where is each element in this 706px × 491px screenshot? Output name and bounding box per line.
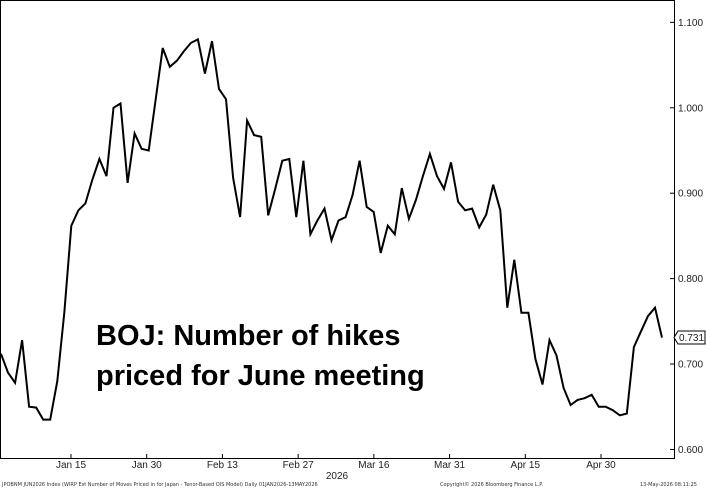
footer-source: JPOBNM JUN2026 Index (WIRP Est Number of… — [2, 482, 318, 488]
x-axis: Jan 15 Jan 30 Feb 13 Feb 27 Mar 16 Mar 31 Apr … — [56, 454, 616, 471]
plot-frame — [0, 0, 675, 459]
series-layer — [0, 37, 663, 421]
y-tick-label: 0.900 — [678, 189, 703, 200]
x-tick-label: Feb 13 — [207, 460, 239, 471]
last-value-marker: 0.731 — [673, 330, 706, 345]
y-tick-label: 0.800 — [678, 274, 703, 285]
last-value-label: 0.731 — [679, 333, 704, 344]
y-tick-label: 0.600 — [678, 445, 703, 456]
y-axis: 0.600 0.700 0.800 0.900 1.000 1.100 — [670, 18, 703, 456]
chart-title-line-1: BOJ: Number of hikes — [96, 320, 401, 352]
last-value-box — [673, 330, 706, 345]
x-tick-label: Feb 27 — [283, 460, 315, 471]
x-tick-label: Apr 15 — [511, 460, 541, 471]
x-tick-label: Jan 15 — [56, 460, 86, 471]
y-tick-label: 1.000 — [678, 103, 703, 114]
x-axis-title: 2026 — [326, 471, 349, 482]
footer-copyright: Copyright© 2026 Bloomberg Finance L.P. — [440, 482, 544, 488]
x-tick-label: Apr 30 — [586, 460, 616, 471]
series-line — [0, 37, 663, 421]
chart-title: BOJ: Number of hikes priced for June mee… — [96, 316, 425, 396]
x-tick-label: Mar 31 — [434, 460, 466, 471]
footer-timestamp: 13-May-2026 08:11:25 — [640, 482, 697, 488]
x-tick-label: Mar 16 — [358, 460, 390, 471]
y-tick-label: 0.700 — [678, 360, 703, 371]
y-tick-label: 1.100 — [678, 18, 703, 29]
chart-title-line-2: priced for June meeting — [96, 360, 425, 392]
x-tick-label: Jan 30 — [132, 460, 162, 471]
